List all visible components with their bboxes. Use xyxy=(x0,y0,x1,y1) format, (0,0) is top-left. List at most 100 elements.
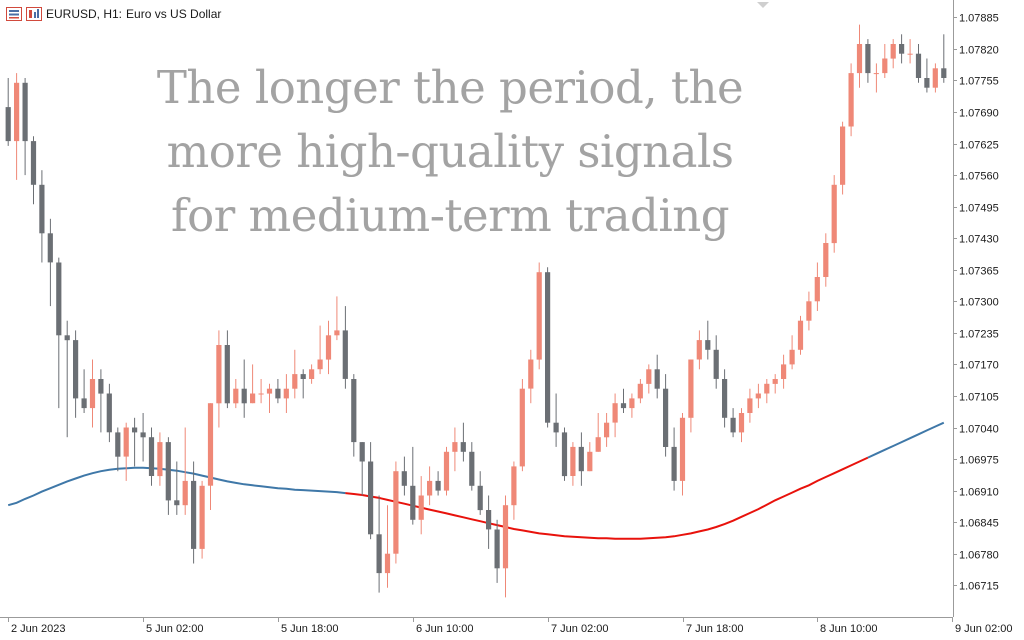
candle xyxy=(764,379,770,404)
price-tick-label: 1.07170 xyxy=(959,360,999,372)
candle-body xyxy=(351,379,357,443)
candle-body xyxy=(831,184,837,244)
candle xyxy=(283,374,289,413)
candle xyxy=(587,442,593,472)
candle xyxy=(646,364,652,394)
candle xyxy=(359,442,365,496)
candle-body xyxy=(553,422,559,433)
candle-body xyxy=(5,107,11,142)
candle-body xyxy=(781,364,787,379)
chart-header: EURUSD, H1: Euro vs US Dollar xyxy=(6,4,221,24)
candle xyxy=(98,369,104,433)
time-axis[interactable]: 2 Jun 2023 5 Jun 02:00 5 Jun 18:00 6 Jun 10… xyxy=(8,617,1013,635)
candle-body xyxy=(890,44,896,59)
indicators-list-icon[interactable] xyxy=(26,7,42,21)
candle-body xyxy=(359,442,365,462)
price-tick-label: 1.07495 xyxy=(959,203,999,215)
candlestick-chart-icon[interactable] xyxy=(6,7,22,21)
price-tick-label: 1.07560 xyxy=(959,171,999,183)
candle xyxy=(873,63,879,93)
candle xyxy=(932,63,938,93)
candle-body xyxy=(747,398,753,413)
candle xyxy=(334,296,340,341)
candle-body xyxy=(612,403,618,423)
candle xyxy=(452,427,458,472)
candle xyxy=(865,39,871,83)
candle xyxy=(443,446,450,496)
candle-body xyxy=(536,272,542,360)
candle xyxy=(73,330,79,418)
candle-body xyxy=(637,383,643,399)
candle xyxy=(182,427,188,515)
candle-body xyxy=(941,68,947,78)
candle-body xyxy=(368,461,374,535)
time-tick-label: 7 Jun 02:00 xyxy=(551,623,609,635)
candle xyxy=(629,393,635,418)
candle xyxy=(730,408,736,438)
price-axis[interactable]: 1.07885 1.07820 1.07755 1.07690 1.07625 1.075… xyxy=(953,13,999,593)
price-tick-label: 1.07430 xyxy=(959,234,999,246)
candle-body xyxy=(384,553,391,574)
candle-body xyxy=(823,243,829,277)
candle-body xyxy=(89,379,96,409)
candle-body xyxy=(663,388,669,447)
price-tick-label: 1.06845 xyxy=(959,518,999,530)
candle-body xyxy=(469,451,475,486)
candle-body xyxy=(165,442,171,501)
candle xyxy=(317,325,323,375)
price-tick-label: 1.06780 xyxy=(959,550,999,562)
candle-body xyxy=(216,345,222,404)
caption-line-2: more high-quality signals xyxy=(166,125,734,178)
candle xyxy=(604,413,610,447)
candle-body xyxy=(738,413,745,433)
candle xyxy=(216,330,222,428)
price-tick-label: 1.06975 xyxy=(959,455,999,467)
candle xyxy=(157,432,163,486)
candle-body xyxy=(882,58,888,74)
time-tick-label: 5 Jun 02:00 xyxy=(146,623,204,635)
candle-body xyxy=(587,451,593,472)
candle xyxy=(410,446,416,525)
price-tick-label: 1.06910 xyxy=(959,487,999,499)
candle xyxy=(148,427,155,486)
time-tick-label: 6 Jun 10:00 xyxy=(416,623,474,635)
candle xyxy=(570,442,576,486)
candle-body xyxy=(266,388,273,394)
candle-body xyxy=(865,44,871,74)
candle xyxy=(797,315,804,355)
candle-body xyxy=(174,500,180,506)
candle xyxy=(351,374,357,457)
candle-body xyxy=(140,432,146,438)
candle xyxy=(266,383,273,413)
candle xyxy=(882,44,888,78)
chart-shift-marker-icon[interactable] xyxy=(757,2,769,8)
price-tick-label: 1.07820 xyxy=(959,45,999,57)
candle xyxy=(747,388,753,423)
candle xyxy=(435,471,441,496)
candle-body xyxy=(789,349,795,365)
candle-body xyxy=(477,485,483,511)
overlay-caption: The longer the period, the more high-qua… xyxy=(120,56,780,248)
candle xyxy=(309,364,315,384)
candle xyxy=(132,417,138,467)
price-tick-label: 1.07040 xyxy=(959,424,999,436)
candle-body xyxy=(275,388,281,399)
candle-body xyxy=(199,485,205,549)
plot-background xyxy=(0,0,953,617)
candle xyxy=(578,432,584,486)
candle-body xyxy=(73,340,79,399)
candle xyxy=(30,136,37,205)
candle-body xyxy=(292,374,298,389)
candle-body xyxy=(401,471,407,486)
caption-line-1: The longer the period, the xyxy=(156,61,744,114)
candle-body xyxy=(47,233,53,263)
candle-body xyxy=(654,369,660,389)
candle xyxy=(772,374,778,394)
candle-body xyxy=(56,262,62,336)
price-tick-label: 1.07235 xyxy=(959,329,999,341)
candle-body xyxy=(629,398,635,409)
candle xyxy=(924,58,930,93)
candle xyxy=(342,306,348,389)
